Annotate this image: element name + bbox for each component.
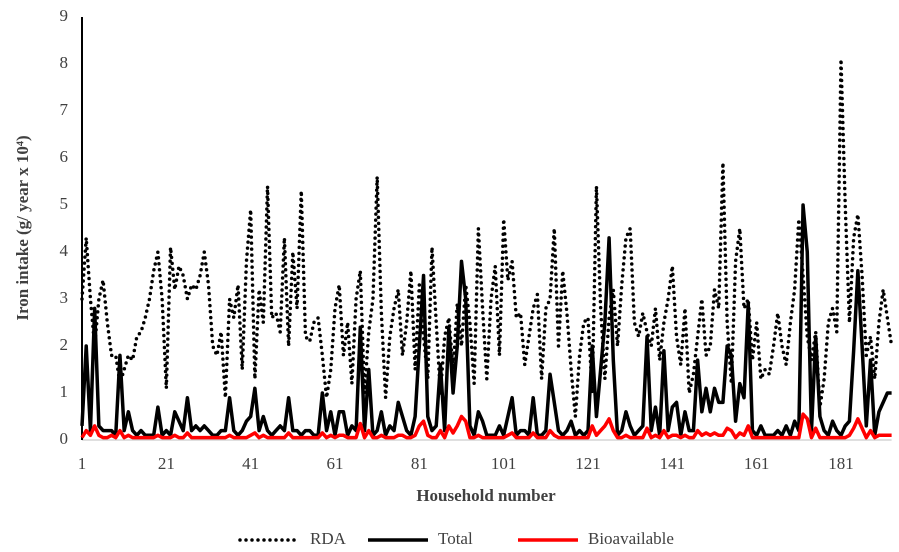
- x-tick-label: 141: [660, 454, 686, 473]
- y-tick-label: 1: [60, 382, 69, 401]
- data-line: [80, 412, 892, 440]
- x-tick-label: 181: [828, 454, 854, 473]
- y-tick-label: 4: [60, 241, 69, 260]
- x-tick-label: 101: [491, 454, 517, 473]
- legend-label: Total: [438, 529, 473, 548]
- legend-label: RDA: [310, 529, 347, 548]
- y-tick-label: 5: [60, 194, 69, 213]
- x-axis-label: Household number: [416, 486, 556, 505]
- y-axis-label: Iron intake (g/ year x 10⁴): [13, 135, 32, 320]
- legend-label: Bioavailable: [588, 529, 674, 548]
- data-line: [80, 59, 894, 417]
- y-tick-label: 8: [60, 53, 69, 72]
- x-tick-label: 81: [411, 454, 428, 473]
- x-tick-label: 161: [744, 454, 770, 473]
- y-tick-label: 3: [60, 288, 69, 307]
- x-tick-label: 41: [242, 454, 259, 473]
- y-tick-label: 7: [60, 100, 69, 119]
- y-tick-label: 0: [60, 429, 69, 448]
- data-line: [80, 203, 892, 438]
- x-tick-label: 61: [327, 454, 344, 473]
- x-tick-label: 21: [158, 454, 175, 473]
- x-tick-label: 121: [575, 454, 601, 473]
- y-tick-label: 9: [60, 6, 69, 25]
- y-tick-label: 2: [60, 335, 69, 354]
- y-tick-label: 6: [60, 147, 69, 166]
- x-tick-label: 1: [78, 454, 87, 473]
